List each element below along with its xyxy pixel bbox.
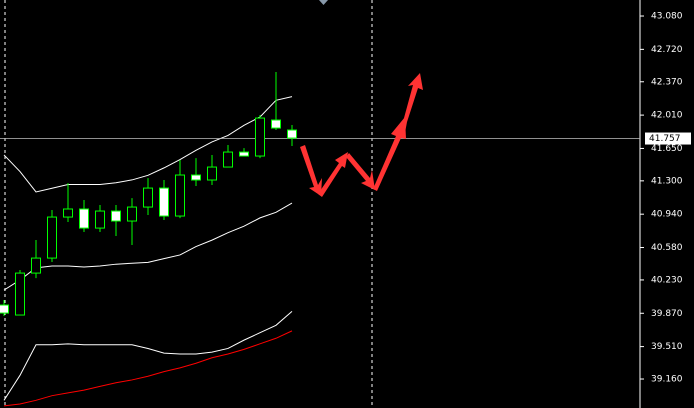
y-tick-label: 42.720 xyxy=(651,45,683,55)
indicator-line xyxy=(3,96,293,193)
y-tick-label: 39.510 xyxy=(651,342,683,352)
candle-body xyxy=(95,210,105,229)
candle-body xyxy=(223,151,233,168)
indicator-line xyxy=(3,202,293,291)
candle-body xyxy=(111,210,121,222)
arrow xyxy=(300,145,322,196)
candle-body xyxy=(47,216,57,259)
y-tick-label: 42.370 xyxy=(651,77,683,87)
candle-body xyxy=(143,187,153,208)
candle-body xyxy=(159,187,169,217)
y-tick-label: 43.080 xyxy=(651,12,683,22)
current-price-box xyxy=(645,132,691,145)
y-tick-label: 40.580 xyxy=(651,243,683,253)
candle-body xyxy=(175,174,185,217)
y-tick-label: 40.230 xyxy=(651,275,683,285)
y-tick-label: 39.160 xyxy=(651,375,683,385)
candle-body xyxy=(79,208,89,229)
arrow xyxy=(373,117,406,191)
current-price-label: 41.757 xyxy=(649,134,681,144)
candle-body xyxy=(207,166,217,181)
y-tick-label: 41.650 xyxy=(651,144,683,154)
candle-body xyxy=(287,129,297,139)
candle-body xyxy=(127,206,137,222)
arrow xyxy=(400,73,423,138)
candle-body xyxy=(271,119,281,129)
y-tick-label: 41.300 xyxy=(651,176,683,186)
arrow xyxy=(346,153,375,190)
indicator-line xyxy=(3,311,293,401)
y-tick-label: 42.010 xyxy=(651,111,683,121)
y-tick-label: 39.870 xyxy=(651,309,683,319)
indicator-line xyxy=(3,330,293,407)
candle-body xyxy=(31,257,41,274)
candle-body xyxy=(63,208,73,218)
candle-body xyxy=(15,272,25,316)
candle-body xyxy=(255,117,265,157)
shift-marker xyxy=(319,0,328,5)
y-tick-label: 40.940 xyxy=(651,210,683,220)
candle-body xyxy=(239,151,249,157)
arrow xyxy=(318,152,348,197)
forecast-arrows xyxy=(300,73,423,197)
candle-body xyxy=(191,174,201,181)
candle-body xyxy=(0,304,9,314)
